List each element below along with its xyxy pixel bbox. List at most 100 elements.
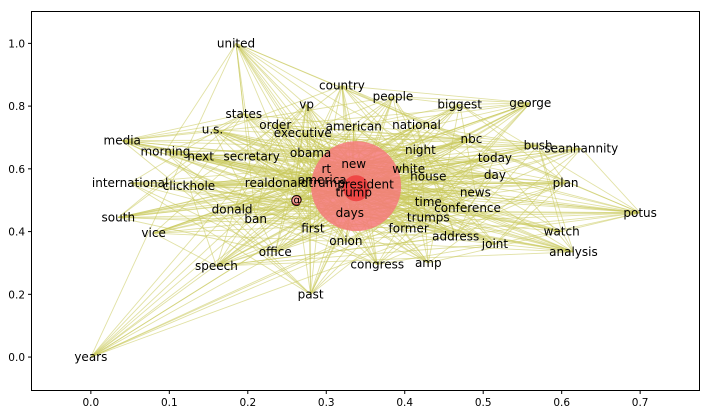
network-edge	[165, 151, 429, 264]
network-edge	[376, 176, 429, 265]
network-edge	[459, 104, 566, 184]
word-label: @	[290, 193, 302, 207]
network-edge	[153, 124, 276, 234]
word-label: potus	[623, 206, 657, 220]
network-edge	[377, 243, 496, 265]
x-tick-label: 0.2	[239, 397, 256, 409]
network-edge	[420, 149, 496, 245]
node-marker-small	[343, 175, 370, 202]
network-edge	[165, 85, 343, 153]
word-label: morning	[140, 145, 190, 159]
network-edge	[275, 124, 421, 151]
network-edge	[235, 43, 253, 157]
network-edge	[129, 182, 276, 253]
x-tick-label: 0.7	[632, 397, 649, 409]
network-edge	[345, 212, 641, 242]
network-edge	[310, 201, 429, 295]
word-label: seanhannity	[544, 141, 618, 155]
word-label: house	[410, 170, 446, 184]
network-edge	[428, 148, 582, 264]
network-edge	[494, 174, 641, 214]
y-tick-label: 0.0	[8, 352, 25, 364]
word-label: trumps	[407, 210, 450, 224]
word-label: media	[104, 134, 141, 148]
word-label: states	[226, 107, 263, 121]
network-edge	[392, 96, 421, 151]
x-tick-label: 0.3	[318, 397, 335, 409]
network-edge	[121, 140, 311, 295]
network-edge	[345, 201, 429, 242]
network-edge	[537, 145, 566, 184]
y-tick-label: 0.8	[8, 101, 25, 113]
network-edge	[216, 251, 574, 267]
word-label: donald	[212, 203, 253, 217]
word-label: white	[392, 162, 425, 176]
word-label: international	[92, 176, 168, 190]
word-label: joint	[481, 237, 509, 251]
word-label: obama	[290, 146, 331, 160]
network-edge	[467, 174, 496, 209]
network-edge	[561, 212, 641, 233]
word-label: conference	[434, 201, 501, 215]
word-label: american	[326, 119, 382, 133]
word-label: country	[319, 79, 365, 93]
network-edge	[376, 102, 531, 265]
network-edge	[251, 85, 343, 157]
network-edge	[427, 102, 531, 218]
network-edge	[274, 104, 308, 253]
network-edge	[118, 113, 245, 218]
network-edge	[216, 132, 304, 267]
y-tick-label: 0.2	[8, 289, 25, 301]
network-edge	[153, 212, 641, 234]
word-label: george	[509, 96, 551, 110]
network-edge	[341, 85, 496, 159]
x-tick-label: 0.6	[553, 397, 570, 409]
network-edge	[427, 102, 531, 203]
network-edge	[255, 218, 346, 242]
network-edge	[341, 85, 531, 104]
network-edge	[216, 182, 296, 267]
network-edge	[90, 174, 496, 358]
word-label: next	[187, 149, 214, 163]
network-edge	[130, 182, 297, 201]
word-label: vp	[299, 98, 314, 112]
network-edge	[122, 124, 276, 142]
node-marker-layer	[291, 141, 402, 232]
word-label: trump	[335, 185, 372, 199]
word-label: clickhole	[163, 179, 215, 193]
network-edge	[475, 191, 574, 253]
network-edge	[416, 124, 496, 176]
network-edge	[580, 148, 641, 214]
word-label: order	[259, 118, 291, 132]
network-edge	[90, 191, 476, 358]
word-label: president	[337, 178, 394, 192]
word-label: past	[298, 287, 324, 301]
network-edge	[459, 104, 641, 214]
network-edge	[392, 96, 468, 209]
network-edge	[118, 174, 496, 218]
word-label: years	[74, 350, 107, 364]
word-label-layer: united country people biggest george vp states…	[74, 36, 657, 364]
word-label: news	[460, 185, 491, 199]
network-edge	[459, 102, 531, 105]
network-edge	[165, 151, 311, 295]
network-edge	[153, 232, 574, 253]
x-tick-label: 0.1	[161, 397, 178, 409]
network-edge	[459, 104, 476, 193]
network-edge	[494, 157, 574, 253]
y-tick-label: 1.0	[8, 38, 25, 50]
word-label: people	[373, 90, 414, 104]
network-edge	[251, 156, 314, 229]
x-tick-label: 0.0	[83, 397, 100, 409]
network-edge	[392, 96, 531, 104]
network-edge	[235, 43, 257, 220]
network-edge	[235, 42, 562, 232]
network-edge	[232, 209, 641, 214]
network-edge	[118, 179, 323, 218]
at-node-ring	[291, 195, 302, 206]
word-label: address	[432, 229, 479, 243]
word-label: amp	[415, 256, 442, 270]
network-edge	[153, 179, 323, 234]
word-label: speech	[195, 259, 238, 273]
network-edge	[306, 104, 312, 154]
